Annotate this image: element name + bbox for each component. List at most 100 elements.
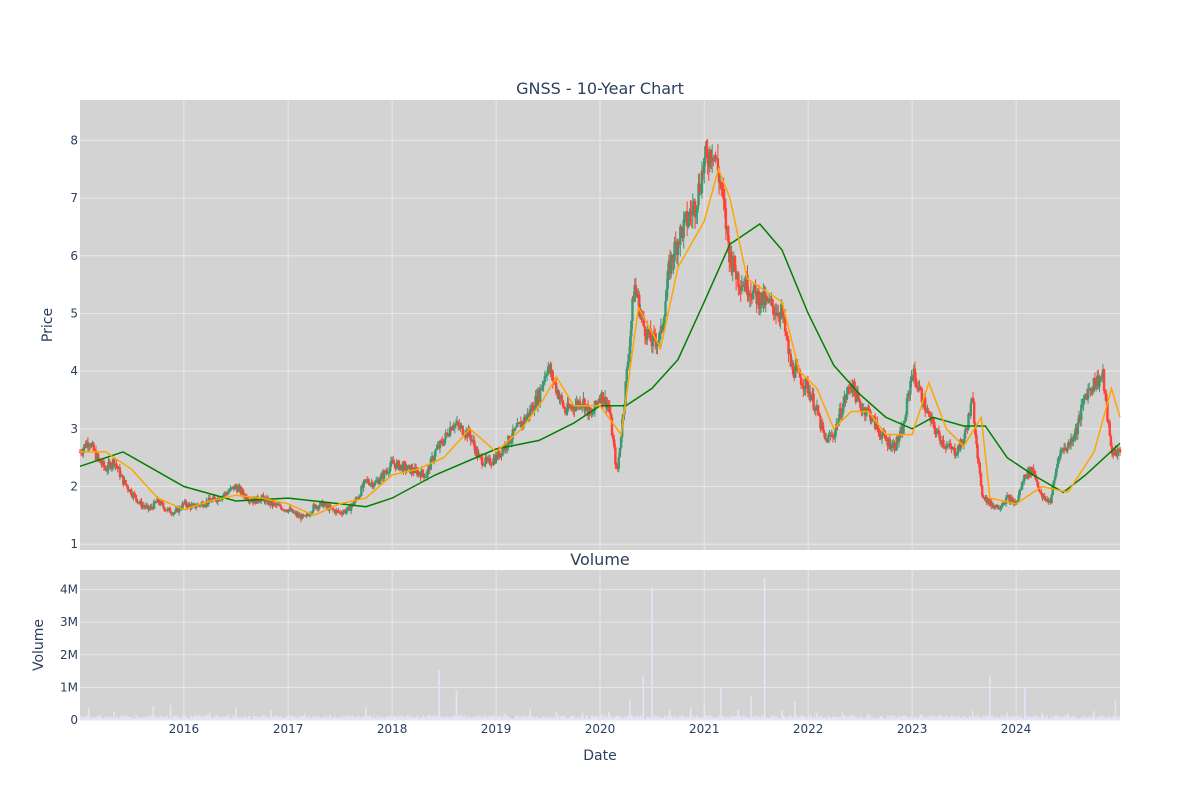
price-y-tick-label: 5 [70,306,78,320]
volume-bar [1071,717,1073,720]
volume-bar [797,718,800,720]
candle-body [924,397,927,411]
volume-bar [1110,717,1112,720]
volume-bar [153,717,155,720]
volume-bar [1053,716,1055,720]
candle-body [714,154,717,160]
candle-body [895,437,898,450]
volume-bar [144,715,146,720]
candle-body [405,469,409,471]
volume-bar [552,717,554,720]
volume-bar [111,718,114,720]
volume-bar [956,716,958,720]
candle-body [459,425,462,428]
candle-body [628,336,632,354]
volume-bar [864,718,866,720]
volume-bar [1061,716,1064,720]
volume-bar [396,717,398,720]
volume-bar [176,717,178,720]
volume-bar [163,716,166,720]
volume-bar [90,717,92,720]
volume-bar [621,717,624,720]
volume-bar [752,716,754,720]
volume-bar [1118,715,1120,720]
volume-bar [1108,715,1110,720]
volume-bar [186,717,188,720]
volume-bar [599,717,601,720]
candle-body [758,305,762,309]
candle-body [800,384,804,386]
volume-bar [638,716,640,720]
candle-body [486,458,489,461]
candle-body [906,393,910,399]
volume-bar [166,715,168,720]
candle-body [857,398,861,402]
volume-bar [260,718,262,720]
volume-bar [741,715,743,720]
candle-body [392,460,395,464]
volume-bar [1086,718,1088,720]
candle-body [144,505,148,508]
volume-bar [129,717,132,720]
volume-bar [162,716,164,720]
volume-bar [974,715,976,720]
volume-bar [909,718,912,720]
volume-bar [634,716,636,720]
candle-body [491,463,494,465]
volume-bar [1100,716,1102,720]
candle-body [153,501,157,503]
volume-bar [93,717,95,720]
volume-bar [394,715,396,720]
volume-bar [251,718,253,720]
candle-body [229,488,232,491]
volume-bar [1008,716,1010,720]
volume-bar [339,718,341,720]
volume-bar [898,715,900,720]
volume-bar [929,718,931,720]
volume-bar [165,717,167,720]
volume-bar [338,717,340,720]
volume-bar [620,716,622,720]
candle-body [625,368,628,382]
candle-body [378,480,381,484]
candle-body [1102,369,1106,391]
volume-bar [669,716,671,720]
volume-spike-bar [867,714,870,720]
candle-body [657,340,660,343]
volume-bar [1087,716,1089,720]
volume-bar [998,718,1000,720]
candle-body [97,454,100,459]
candle-body [133,493,136,495]
candle-body [469,434,472,441]
candle-body [115,463,118,467]
volume-spike-bar [793,701,796,720]
candle-body [1094,384,1098,389]
volume-bar [1083,716,1085,720]
volume-bar [493,715,495,720]
candle-body [754,283,757,292]
volume-bar [640,717,642,720]
candle-body [99,459,102,464]
candle-body [147,505,150,510]
volume-bar [948,717,950,720]
volume-bar [310,718,313,720]
volume-bar [363,716,365,720]
volume-bar [767,718,770,720]
volume-bar [170,718,173,720]
volume-bar [525,718,527,720]
volume-bar [335,717,337,720]
candle-body [933,421,936,430]
volume-bar [314,718,316,720]
volume-bar [96,716,98,720]
volume-bar [1019,718,1021,720]
candle-body [386,471,389,473]
volume-bar [446,717,448,720]
volume-bar [252,715,255,720]
volume-bar [1002,718,1004,720]
volume-spike-bar [304,713,306,720]
volume-bar [465,717,467,720]
volume-bar [993,718,995,720]
volume-bar [843,715,845,720]
volume-bar [148,715,150,720]
volume-spike-bar [720,687,722,720]
